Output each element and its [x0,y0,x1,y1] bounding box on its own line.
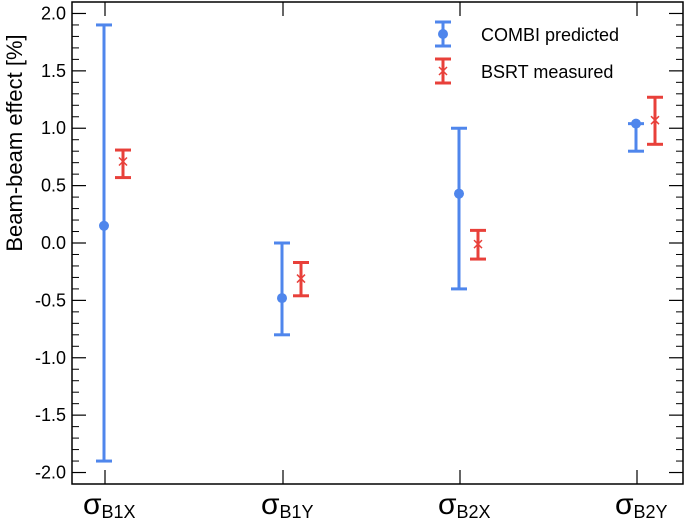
data-point [473,239,483,249]
x-category-subscript: B2Y [634,502,668,519]
series-bsrt [115,95,663,298]
legend-label: COMBI predicted [481,25,619,45]
data-point [454,188,464,199]
y-tick-label: 2.0 [41,3,66,23]
series-combi [96,23,644,463]
data-point [99,220,109,231]
data-point [118,156,128,167]
legend-item: BSRT measured [435,57,613,85]
y-tick-label: 1.5 [41,61,66,81]
y-tick-label: -1.5 [35,405,66,425]
x-category-subscript: B1Y [280,502,314,519]
legend-label: BSRT measured [481,62,613,82]
legend: COMBI predicted BSRT measured [435,20,619,85]
y-tick-label: 0.5 [41,176,66,196]
legend-marker [438,66,448,76]
x-category-label: σB1X [83,488,136,519]
y-tick-label: 0.0 [41,233,66,253]
y-tick-label: -1.0 [35,348,66,368]
y-axis-title: Beam-beam effect [%] [2,34,27,251]
legend-marker [438,29,448,39]
x-category-label: σB2X [438,488,491,519]
x-category-label: σB1Y [261,488,314,519]
x-category-label: σB2Y [615,488,668,519]
data-point [277,293,287,304]
data-point [296,274,306,284]
y-tick-label: -0.5 [35,290,66,310]
data-point [650,115,660,125]
legend-item: COMBI predicted [435,20,619,48]
x-category-subscript: B1X [102,502,136,519]
data-point [631,118,641,129]
y-axis-ticks: -2.0 -1.5 -1.0 -0.5 0.0 0.5 1.0 1.5 2.0 [35,3,683,483]
x-category-subscript: B2X [457,502,491,519]
y-tick-label: -2.0 [35,463,66,483]
y-tick-label: 1.0 [41,118,66,138]
data-marks [96,23,663,463]
